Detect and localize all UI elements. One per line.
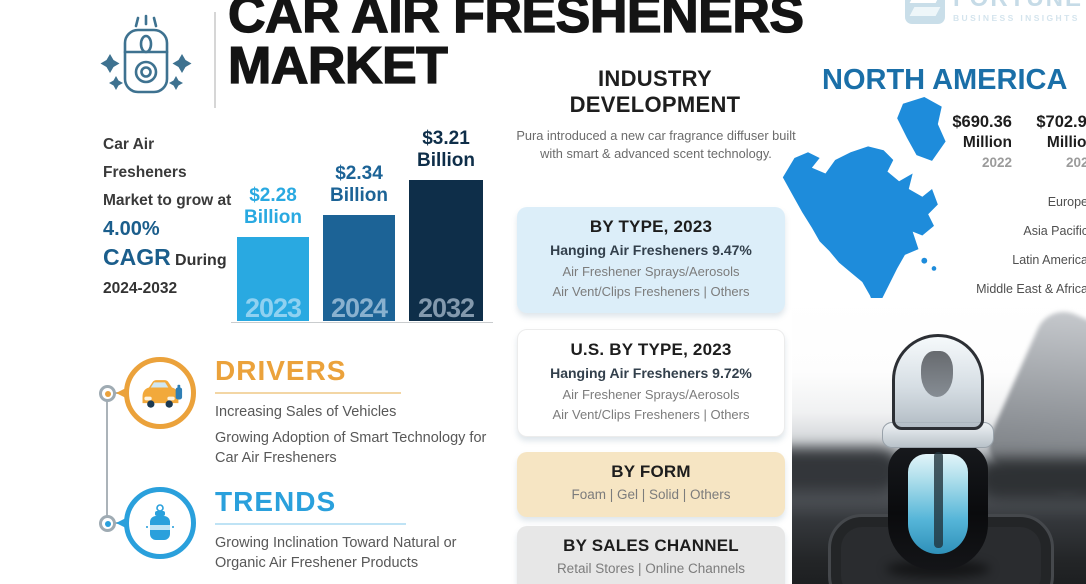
segment-lead: Hanging Air Fresheners 9.47% bbox=[550, 242, 752, 258]
title-line-2: MARKET bbox=[227, 36, 448, 95]
growth-during: During bbox=[175, 252, 227, 269]
drivers-circle bbox=[124, 357, 196, 429]
north-america-stat-2023: $702.92 Million 2023 bbox=[1020, 112, 1086, 171]
segment-box-by-sales-channel: BY SALES CHANNEL Retail Stores | Online … bbox=[517, 526, 785, 584]
drivers-title: DRIVERS bbox=[215, 355, 402, 394]
segment-box-us-by-type: U.S. BY TYPE, 2023 Hanging Air Freshener… bbox=[517, 329, 785, 437]
bar-2032: 2032 bbox=[409, 180, 483, 323]
region-europe: Europe bbox=[1047, 195, 1086, 209]
segment-box-by-form: BY FORM Foam | Gel | Solid | Others bbox=[517, 452, 785, 517]
diffuser-dome bbox=[892, 334, 984, 430]
header-divider bbox=[214, 12, 216, 108]
bar-unit-2024: Billion bbox=[329, 185, 389, 207]
timeline-dot-trends bbox=[99, 515, 116, 532]
bar-year-2032: 2032 bbox=[417, 293, 475, 323]
segment-title: BY SALES CHANNEL bbox=[563, 536, 739, 555]
segment-title: BY FORM bbox=[611, 462, 691, 481]
region-latin-america: Latin America bbox=[1012, 253, 1086, 267]
logo-name: FORTUNE bbox=[953, 0, 1083, 11]
dashboard-shadow-right bbox=[976, 458, 1086, 500]
title-line-1: CAR AIR FRESHENERS bbox=[227, 0, 804, 44]
segment-line: Air Freshener Sprays/Aerosols bbox=[562, 386, 740, 402]
bar-value-2024: $2.34 bbox=[335, 163, 383, 185]
industry-heading-line-2: DEVELOPMENT bbox=[569, 91, 741, 117]
chart-baseline bbox=[231, 322, 493, 323]
bar-year-2024: 2024 bbox=[330, 293, 388, 323]
bar-label-2023: $2.28 Billion bbox=[228, 185, 318, 229]
north-america-map bbox=[778, 96, 964, 319]
bar-value-2023: $2.28 bbox=[249, 185, 297, 207]
segment-line: Air Vent/Clips Fresheners | Others bbox=[552, 283, 750, 299]
market-growth-statement: Car Air Fresheners Market to grow at 4.0… bbox=[103, 131, 235, 303]
region-list: Europe Asia Pacific Latin America Middle… bbox=[928, 188, 1086, 304]
driver-item-2: Growing Adoption of Smart Technology for… bbox=[215, 430, 487, 466]
segment-line: Air Vent/Clips Fresheners | Others bbox=[552, 406, 750, 422]
stat-year: 2023 bbox=[1065, 154, 1086, 170]
timeline-dot-drivers bbox=[99, 385, 116, 402]
bar-label-2024: $2.34 Billion bbox=[314, 163, 404, 207]
industry-development-text: Pura introduced a new car fragrance diff… bbox=[516, 128, 796, 161]
region-middle-east-africa: Middle East & Africa bbox=[976, 282, 1086, 296]
logo-subtitle: BUSINESS INSIGHTS bbox=[953, 13, 1080, 23]
trend-item-1: Growing Inclination Toward Natural or Or… bbox=[215, 535, 457, 571]
market-size-bar-chart: $2.28 Billion $2.34 Billion $3.21 Billio… bbox=[231, 128, 493, 323]
bar-2023: 2023 bbox=[237, 237, 309, 323]
stat-year: 2022 bbox=[981, 154, 1012, 170]
bar-year-2023: 2023 bbox=[244, 293, 302, 323]
bar-2024: 2024 bbox=[323, 215, 395, 323]
segment-title: U.S. BY TYPE, 2023 bbox=[570, 340, 732, 359]
segment-lead: Foam | Gel | Solid | Others bbox=[571, 487, 731, 502]
bar-unit-2032: Billion bbox=[416, 150, 476, 172]
stat-unit: Million bbox=[962, 134, 1012, 152]
timeline-line bbox=[106, 393, 108, 523]
air-freshener-diffuser bbox=[880, 334, 996, 578]
stat-value: $690.36 bbox=[952, 113, 1012, 131]
segment-box-by-type: BY TYPE, 2023 Hanging Air Fresheners 9.4… bbox=[517, 207, 785, 313]
fortune-business-insights-logo: FORTUNE BUSINESS INSIGHTS bbox=[905, 0, 1083, 24]
bar-unit-2023: Billion bbox=[243, 207, 303, 229]
driver-item-1: Increasing Sales of Vehicles bbox=[215, 404, 397, 420]
dashboard-shadow-left bbox=[792, 448, 902, 494]
trends-circle bbox=[124, 487, 196, 559]
product-photo-car-diffuser bbox=[792, 298, 1086, 584]
freshener-icon bbox=[146, 504, 174, 540]
segment-lead: Hanging Air Fresheners 9.72% bbox=[550, 365, 752, 381]
air-freshener-icon bbox=[92, 14, 200, 113]
growth-intro: Car Air Fresheners Market to grow at bbox=[103, 136, 232, 209]
segment-title: BY TYPE, 2023 bbox=[589, 217, 713, 236]
north-america-title: NORTH AMERICA bbox=[822, 64, 1068, 96]
segment-line: Air Freshener Sprays/Aerosols bbox=[562, 263, 740, 279]
logo-mark-icon bbox=[905, 0, 945, 24]
bar-value-2032: $3.21 bbox=[422, 128, 470, 150]
page-title: CAR AIR FRESHENERS MARKET bbox=[227, 0, 804, 95]
industry-development-heading: INDUSTRY DEVELOPMENT bbox=[520, 66, 790, 118]
region-asia-pacific: Asia Pacific bbox=[1023, 224, 1086, 238]
cagr-label: CAGR bbox=[103, 244, 171, 270]
diffuser-stem bbox=[934, 452, 943, 548]
industry-heading-line-1: INDUSTRY bbox=[597, 66, 713, 91]
bar-label-2032: $3.21 Billion bbox=[401, 128, 491, 172]
segment-lead: Retail Stores | Online Channels bbox=[556, 561, 746, 576]
north-america-stat-2022: $690.36 Million 2022 bbox=[930, 112, 1012, 171]
stat-unit: Million bbox=[1046, 134, 1086, 152]
stat-value: $702.92 bbox=[1036, 113, 1086, 131]
growth-period: 2024-2032 bbox=[103, 280, 178, 297]
cagr-rate: 4.00% bbox=[103, 218, 160, 240]
car-icon bbox=[142, 380, 183, 408]
trends-title: TRENDS bbox=[215, 486, 407, 525]
